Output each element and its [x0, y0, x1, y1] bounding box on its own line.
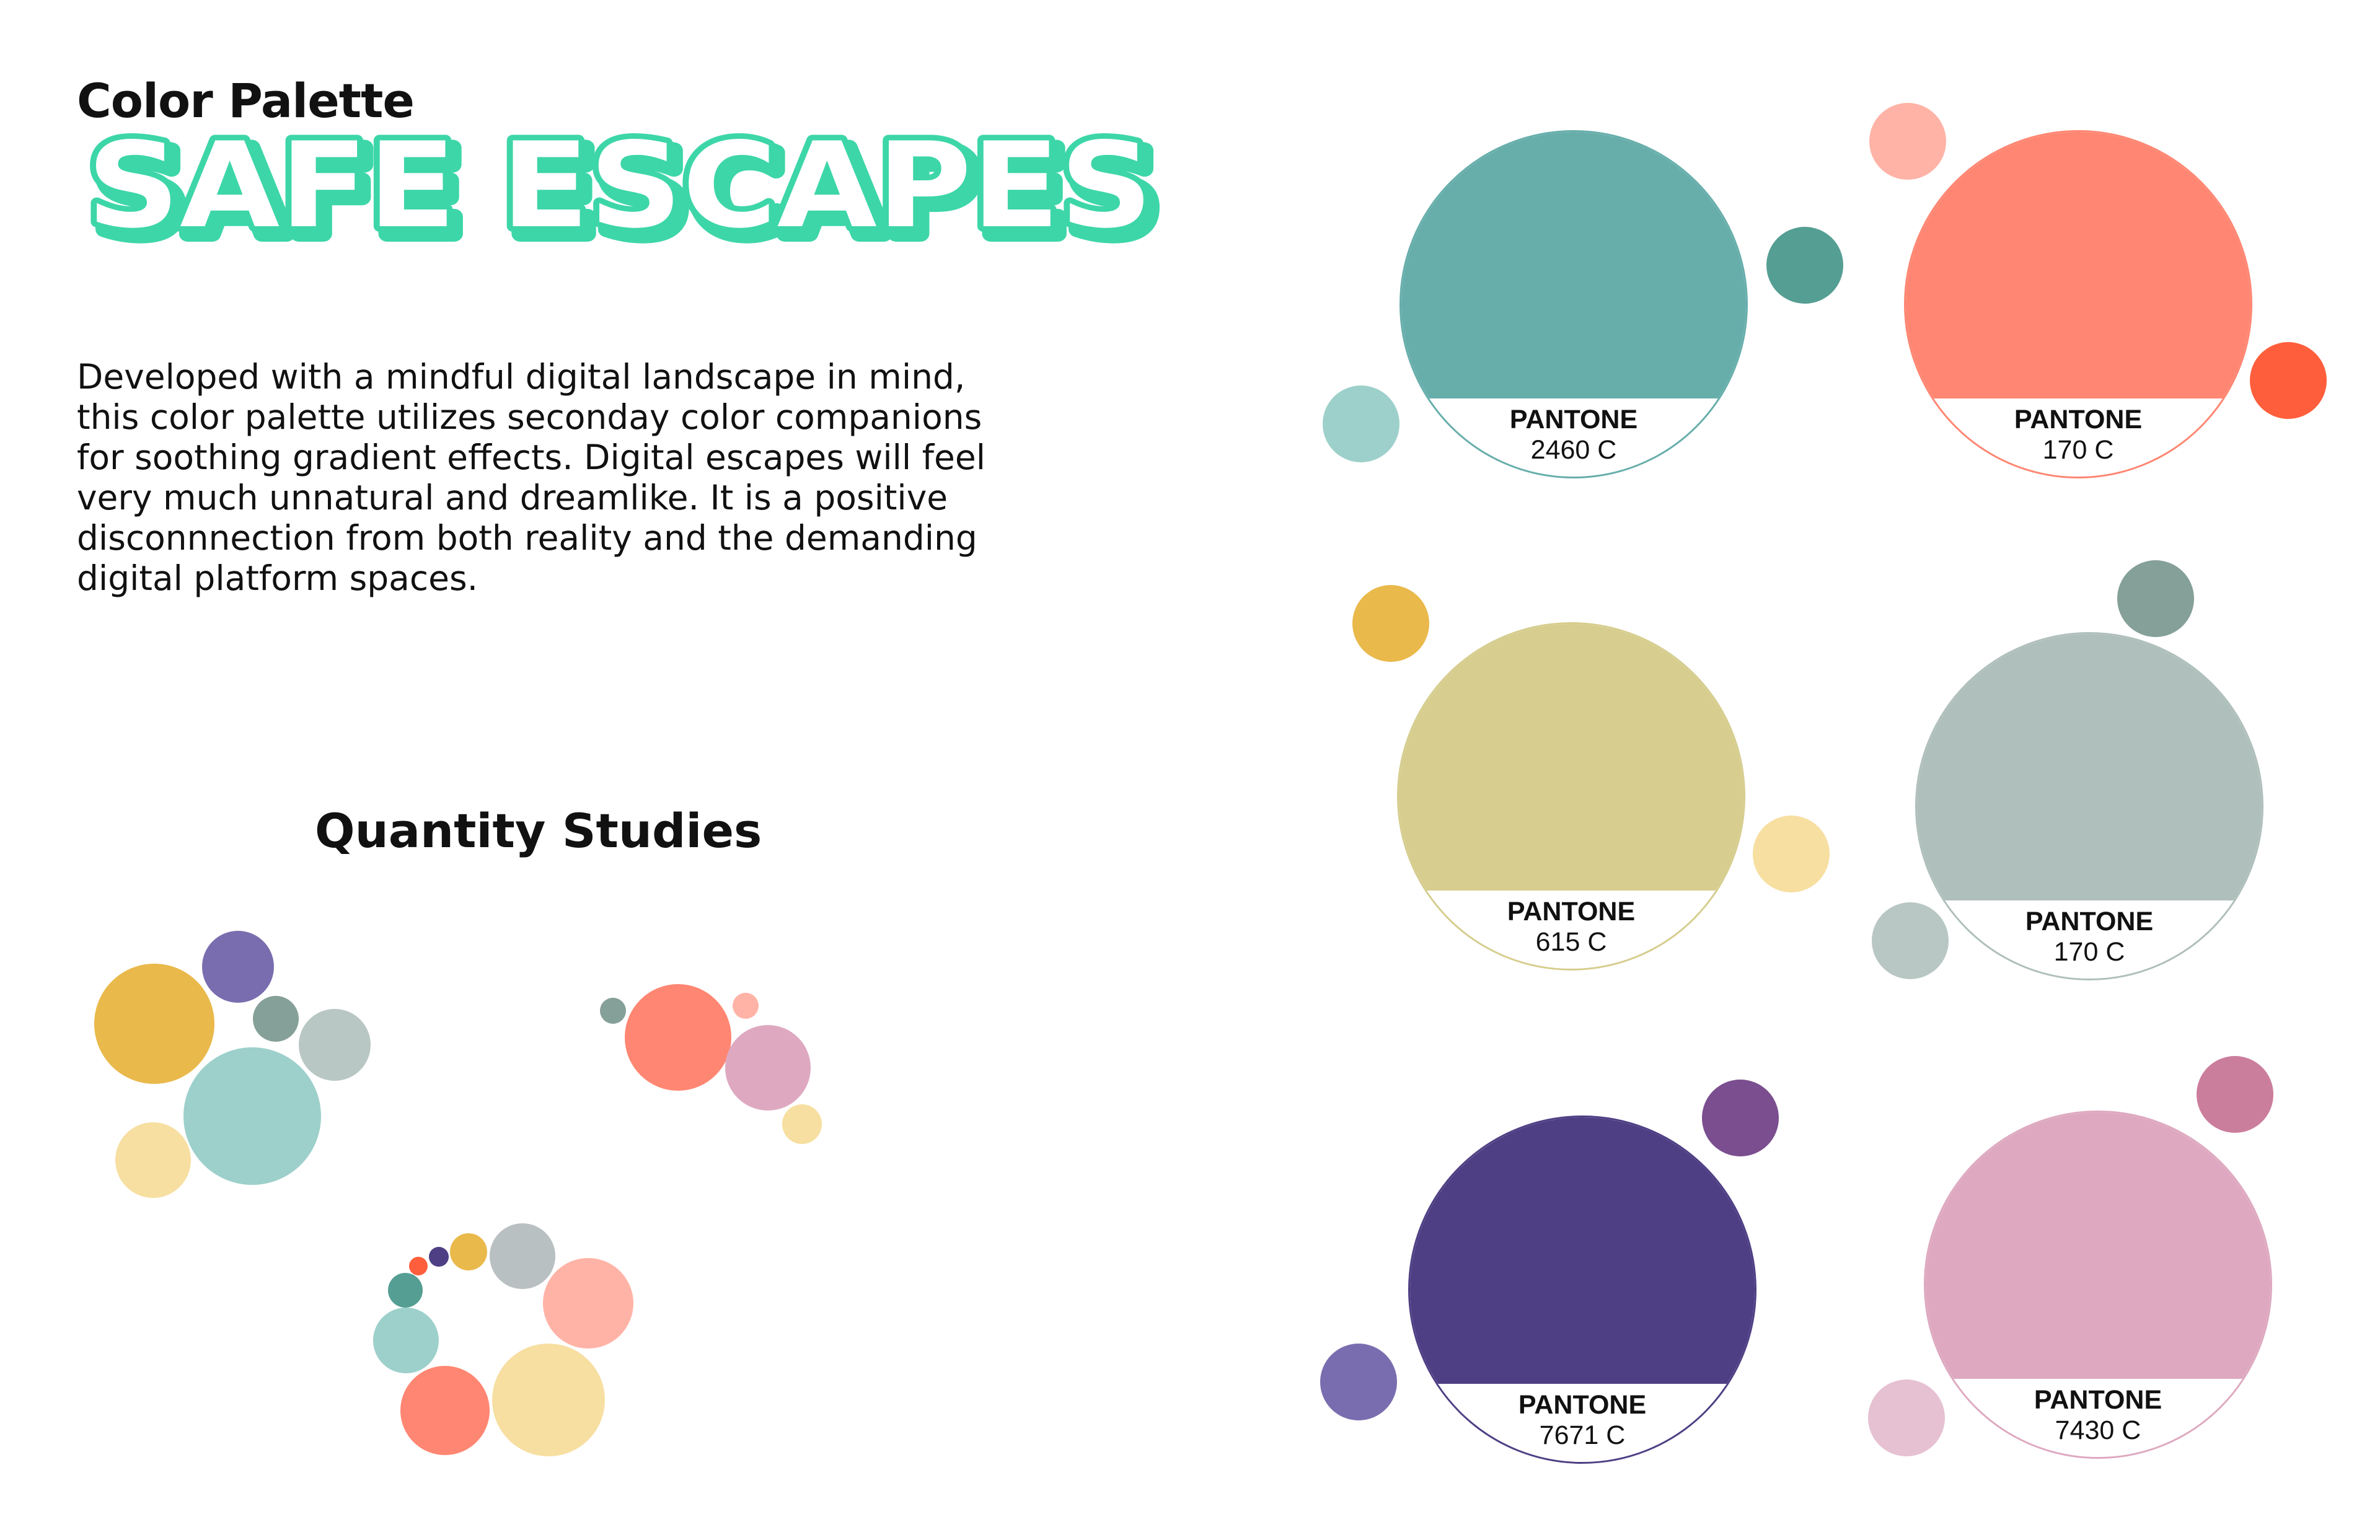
pantone-swatch: PANTONE 7430 C [1924, 1111, 2272, 1459]
study-dot [733, 993, 759, 1019]
study-dot [429, 1247, 449, 1267]
pantone-brand: PANTONE [1509, 405, 1638, 434]
study-dot [183, 1047, 321, 1185]
study-dot [600, 998, 626, 1024]
brand-title-logo: SAFE ESCAPES SAFE ESCAPES [81, 127, 1168, 257]
swatch-color [1410, 1117, 1755, 1384]
pantone-code: 170 C [2042, 435, 2114, 465]
study-dot [388, 1273, 423, 1308]
companion-dot [1323, 385, 1399, 462]
pantone-label: PANTONE 7430 C [1926, 1379, 2270, 1457]
swatch-color [1906, 132, 2250, 398]
study-dot [202, 931, 274, 1003]
brand-title-text: SAFE ESCAPES [87, 127, 1153, 254]
study-dot [543, 1258, 633, 1349]
study-dot [373, 1308, 439, 1373]
companion-dot [2250, 342, 2327, 419]
study-dot [94, 964, 214, 1084]
pantone-swatch: PANTONE 2460 C [1399, 130, 1748, 478]
pantone-code: 170 C [2053, 937, 2125, 967]
pantone-brand: PANTONE [2014, 405, 2143, 434]
pantone-brand: PANTONE [2034, 1385, 2162, 1415]
companion-dot [1766, 227, 1843, 304]
palette-description: Developed with a mindful digital landsca… [77, 357, 985, 598]
swatch-color [1399, 624, 1743, 891]
page-subtitle: Color Palette [77, 73, 415, 128]
pantone-brand: PANTONE [2025, 907, 2154, 936]
pantone-code: 7671 C [1539, 1420, 1626, 1450]
swatch-color [1401, 132, 1746, 398]
pantone-swatch: PANTONE 615 C [1397, 622, 1745, 970]
pantone-code: 2460 C [1530, 435, 1617, 465]
study-dot [400, 1366, 490, 1455]
pantone-swatch: PANTONE 7671 C [1408, 1115, 1756, 1464]
pantone-label: PANTONE 7671 C [1410, 1384, 1755, 1462]
pantone-label: PANTONE 170 C [1906, 398, 2250, 477]
study-dot [299, 1009, 371, 1081]
study-dot [625, 984, 731, 1091]
study-dot [725, 1025, 811, 1111]
pantone-code: 7430 C [2055, 1415, 2141, 1445]
pantone-label: PANTONE 170 C [1917, 900, 2262, 979]
companion-dot [1753, 816, 1830, 892]
study-dot [115, 1122, 191, 1198]
quantity-studies-title: Quantity Studies [315, 803, 762, 858]
pantone-label: PANTONE 2460 C [1401, 398, 1746, 477]
companion-dot [1320, 1344, 1397, 1420]
pantone-brand: PANTONE [1518, 1390, 1647, 1420]
companion-dot [2117, 560, 2194, 637]
pantone-swatch: PANTONE 170 C [1915, 632, 2263, 980]
study-dot [490, 1223, 555, 1289]
study-dot [409, 1257, 428, 1275]
brand-title-shadow: SAFE ESCAPES [94, 127, 1160, 257]
study-dot [450, 1233, 487, 1270]
swatch-color [1926, 1112, 2270, 1379]
swatch-color [1917, 634, 2262, 900]
study-dot [492, 1344, 605, 1456]
pantone-brand: PANTONE [1507, 897, 1636, 926]
pantone-swatch: PANTONE 170 C [1904, 130, 2252, 478]
pantone-label: PANTONE 615 C [1399, 891, 1743, 969]
study-dot [253, 996, 299, 1042]
study-dot [782, 1104, 822, 1144]
pantone-code: 615 C [1535, 927, 1607, 957]
